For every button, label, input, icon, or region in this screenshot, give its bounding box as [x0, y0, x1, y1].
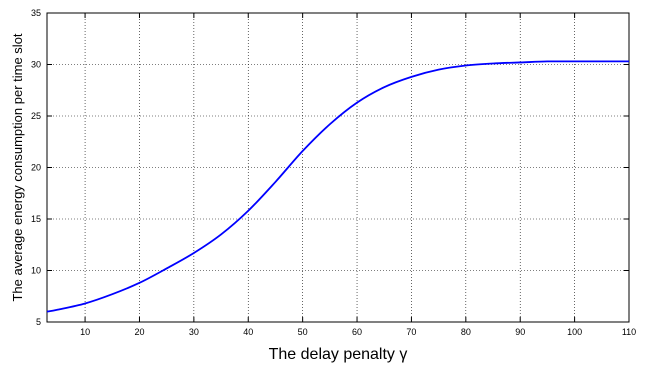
x-tick-label: 30: [189, 327, 199, 337]
x-tick-label: 100: [567, 327, 582, 337]
y-tick-label: 15: [31, 214, 41, 224]
x-tick-label: 50: [298, 327, 308, 337]
y-tick-label: 10: [31, 266, 41, 276]
x-tick-label: 110: [622, 327, 636, 337]
x-tick-label: 60: [352, 327, 362, 337]
series-layer: [46, 60, 629, 313]
y-axis-label: The average energy consumption per time …: [10, 33, 25, 301]
y-tick-label: 25: [31, 111, 41, 121]
x-tick-label: 20: [134, 327, 144, 337]
x-tick-label: 90: [515, 327, 525, 337]
x-axis-label: The delay penalty γ: [269, 346, 408, 363]
x-tick-label: 80: [461, 327, 471, 337]
axis-ticks: 10 20 30 40 50 60 70 80 90 100 110 5 10 15 20 25 30 35: [31, 8, 636, 337]
grid-lines: [47, 13, 629, 322]
series-line-0: [46, 60, 629, 313]
x-tick-label: 70: [406, 327, 416, 337]
y-tick-label: 35: [31, 8, 41, 18]
y-tick-label: 5: [36, 317, 41, 327]
x-tick-label: 10: [80, 327, 90, 337]
y-tick-label: 30: [31, 60, 41, 70]
x-tick-label: 40: [243, 327, 253, 337]
y-tick-label: 20: [31, 163, 41, 173]
